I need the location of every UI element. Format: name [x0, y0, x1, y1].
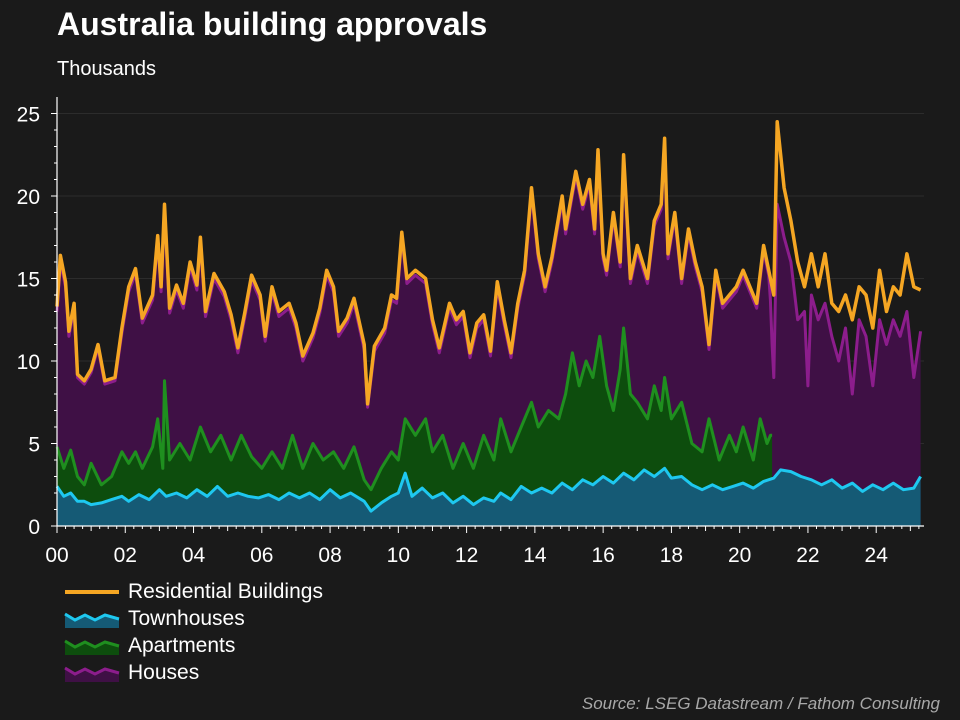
- legend-label-townhouses: Townhouses: [128, 607, 245, 630]
- x-tick-label-18: 18: [660, 544, 683, 567]
- x-tick-label-08: 08: [318, 544, 341, 567]
- legend-item-houses[interactable]: Houses: [63, 660, 363, 687]
- y-tick-label-5: 5: [28, 434, 40, 457]
- chart-subtitle: Thousands: [57, 58, 156, 80]
- x-tick-label-04: 04: [182, 544, 206, 567]
- legend-label-residential: Residential Buildings: [128, 580, 323, 603]
- x-tick-label-06: 06: [250, 544, 273, 567]
- y-tick-label-10: 10: [17, 351, 40, 374]
- x-tick-label-16: 16: [591, 544, 614, 567]
- x-tick-label-22: 22: [796, 544, 819, 567]
- legend-swatch-residential: [65, 590, 119, 594]
- x-tick-label-24: 24: [865, 544, 889, 567]
- legend-item-apartments[interactable]: Apartments: [63, 633, 363, 660]
- legend-swatch-houses: [64, 666, 120, 682]
- y-tick-label-20: 20: [17, 186, 40, 209]
- x-tick-label-00: 00: [45, 544, 68, 567]
- legend: Residential Buildings Townhouses Apartme…: [63, 579, 363, 687]
- legend-item-residential[interactable]: Residential Buildings: [63, 579, 363, 606]
- y-tick-label-25: 25: [17, 104, 40, 127]
- townhouses-line: [55, 466, 922, 513]
- source-note: Source: LSEG Datastream / Fathom Consult…: [581, 694, 940, 713]
- axis-layer: 0 5 10 15 20 25 00 02 04 06 08 10 12 14 16 18 20 22 24: [17, 97, 924, 567]
- y-tick-label-0: 0: [28, 516, 40, 539]
- y-tick-label-15: 15: [17, 269, 40, 292]
- legend-label-houses: Houses: [128, 661, 200, 684]
- legend-label-apartments: Apartments: [128, 634, 236, 657]
- x-tick-label-12: 12: [455, 544, 478, 567]
- residential-buildings-line: [55, 120, 922, 406]
- townhouses-area: [57, 468, 921, 526]
- houses-area: [57, 143, 921, 526]
- legend-swatch-townhouses: [64, 612, 120, 628]
- legend-item-townhouses[interactable]: Townhouses: [63, 606, 363, 633]
- legend-swatch-apartments: [64, 639, 120, 655]
- x-tick-label-14: 14: [523, 544, 547, 567]
- x-tick-label-20: 20: [728, 544, 751, 567]
- x-tick-label-10: 10: [387, 544, 410, 567]
- apartments-line: [55, 326, 773, 492]
- chart-title: Australia building approvals: [57, 6, 488, 42]
- x-tick-label-02: 02: [114, 544, 137, 567]
- line-layer: [55, 120, 923, 513]
